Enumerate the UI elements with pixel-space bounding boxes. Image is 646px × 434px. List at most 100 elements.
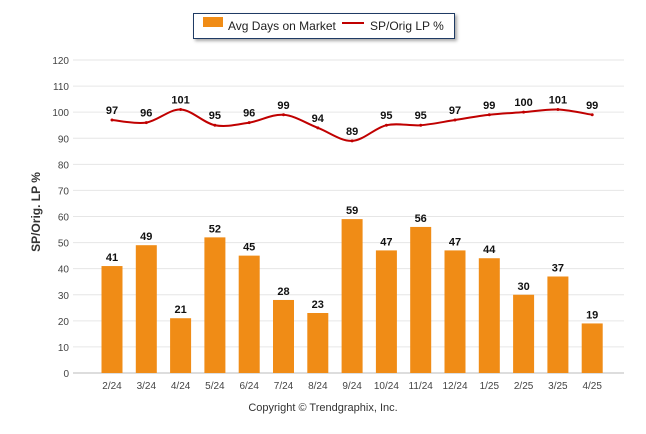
line-point [590,113,594,117]
line-point [316,126,320,130]
bar-data-label: 52 [209,223,221,235]
bar-data-label: 44 [483,244,496,256]
line-data-label: 95 [415,110,427,122]
y-tick-label: 120 [52,56,69,67]
bar [307,313,329,373]
bar [410,226,432,373]
bar-data-label: 59 [346,205,358,217]
legend: Avg Days on Market SP/Orig LP % [193,13,455,39]
line-point [453,118,457,122]
line-point [487,113,491,117]
legend-bar-swatch [203,17,223,27]
y-axis-label: SP/Orig. LP % [29,172,43,252]
x-tick-label: 1/25 [480,381,500,392]
x-tick-label: 3/25 [548,381,568,392]
bar-data-label: 47 [449,236,461,248]
line-data-label: 100 [514,97,532,109]
line-point [384,123,388,127]
line-point [419,123,423,127]
x-tick-label: 6/24 [239,381,259,392]
bar-data-label: 45 [243,242,255,254]
bar-data-label: 28 [277,286,289,298]
x-tick-label: 11/24 [409,381,434,392]
line-data-label: 97 [106,105,118,117]
legend-line-label: SP/Orig LP % [370,19,444,33]
y-tick-label: 10 [58,343,70,354]
y-tick-label: 110 [53,82,69,93]
x-tick-label: 2/25 [514,381,534,392]
bar [375,250,397,373]
line-point [179,108,183,112]
bar-data-label: 47 [380,236,392,248]
line-data-label: 94 [312,113,325,125]
line-point [247,121,251,125]
bar-data-label: 41 [106,252,118,264]
line-data-label: 96 [243,108,255,120]
bar [547,276,569,373]
line-point [144,121,148,125]
copyright-text: Copyright © Trendgraphix, Inc. [248,402,398,414]
y-tick-label: 30 [58,291,70,302]
y-tick-label: 100 [52,108,69,119]
bar [135,245,157,373]
y-tick-label: 0 [63,369,69,380]
line-data-label: 96 [140,108,152,120]
bar [101,266,123,373]
line-data-label: 97 [449,105,461,117]
bar [238,255,260,373]
y-tick-label: 80 [58,160,70,171]
line-data-label: 89 [346,126,358,138]
bar-data-label: 30 [517,281,529,293]
line-data-label: 99 [586,100,598,112]
bar-data-label: 19 [586,309,598,321]
line-point [110,118,114,122]
bar [204,237,226,373]
bar [581,323,603,373]
x-tick-label: 5/24 [205,381,225,392]
y-tick-label: 40 [58,265,70,276]
x-tick-label: 4/24 [171,381,191,392]
bar-data-label: 21 [174,304,186,316]
x-tick-label: 7/24 [274,381,294,392]
line-point [522,110,526,114]
x-tick-label: 12/24 [442,381,467,392]
bar-data-label: 56 [415,213,427,225]
line-point [556,108,560,112]
x-tick-label: 3/24 [137,381,157,392]
x-tick-label: 10/24 [374,381,399,392]
line-data-label: 101 [171,95,189,107]
bar-data-label: 37 [552,262,564,274]
legend-line-swatch [342,22,364,24]
legend-bar-label: Avg Days on Market [228,19,336,33]
bar [341,219,363,373]
x-tick-label: 4/25 [582,381,602,392]
y-tick-label: 20 [58,317,70,328]
bar-data-label: 23 [312,299,324,311]
line-point [350,139,354,143]
line-point [213,123,217,127]
bar-series [101,219,603,373]
bar [444,250,466,373]
y-tick-label: 50 [58,239,70,250]
bar [513,294,535,373]
line-data-label: 101 [549,95,567,107]
bar [478,258,500,373]
y-axis-ticks: 0 10 20 30 40 50 60 70 80 90 100 110 120 [52,56,69,380]
line-data-label: 99 [483,100,495,112]
x-tick-label: 8/24 [308,381,328,392]
line-data-label: 99 [277,100,289,112]
bar [170,318,192,373]
line-point [282,113,285,117]
line-data-labels: 97 96 101 95 96 99 94 89 95 95 97 99 100 101 99 [106,95,598,138]
bar-data-label: 49 [140,231,152,243]
x-axis-ticks: 2/24 3/24 4/24 5/24 6/24 7/24 8/24 9/24 10/24 11/… [102,381,602,392]
line-data-label: 95 [380,110,392,122]
bar [273,299,294,373]
line-series [110,108,594,143]
y-tick-label: 90 [58,134,70,145]
y-tick-label: 70 [58,186,70,197]
x-tick-label: 9/24 [342,381,362,392]
x-tick-label: 2/24 [102,381,122,392]
bar-data-labels: 41 49 21 52 45 28 23 59 47 56 47 44 30 37 19 [106,205,598,321]
